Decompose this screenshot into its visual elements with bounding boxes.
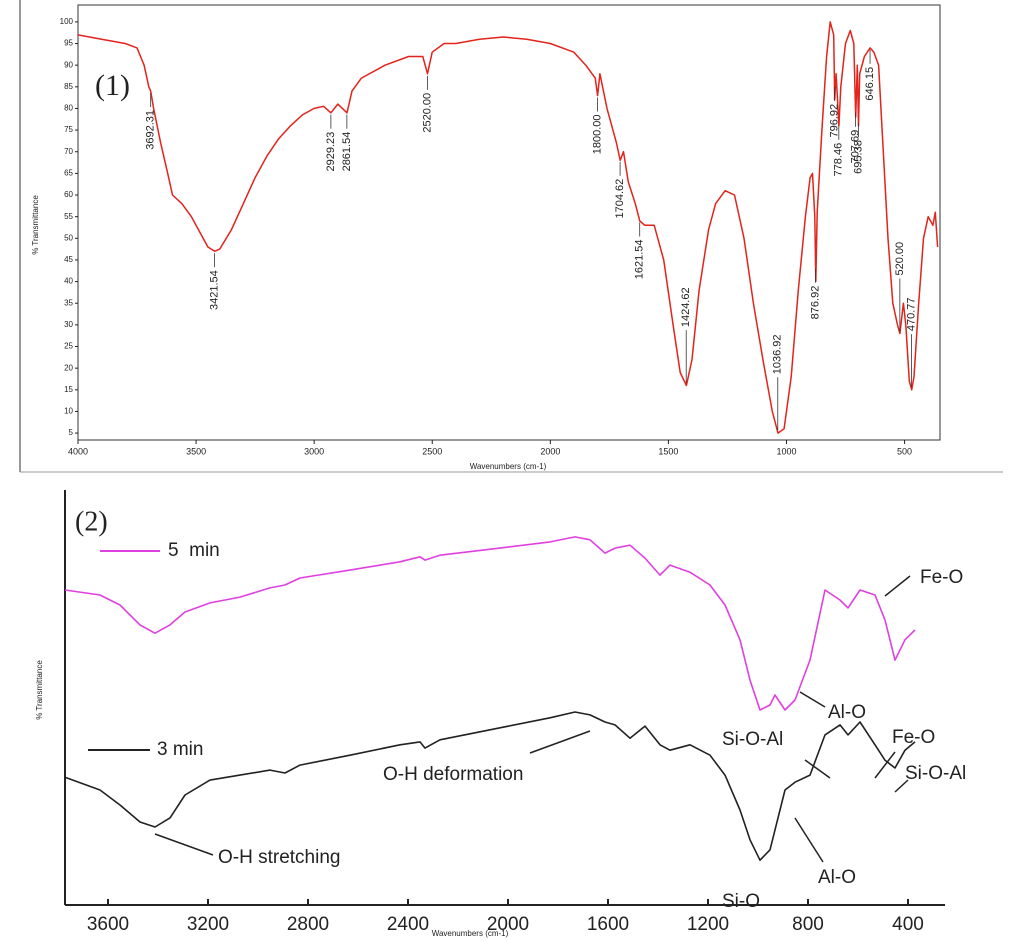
spectrum-line — [77, 21, 939, 434]
y-tick-label: 40 — [64, 277, 73, 286]
peak-label: 1800.00 — [591, 114, 603, 154]
peak-label: 3421.54 — [209, 270, 221, 310]
x-tick-label: 3000 — [304, 446, 324, 456]
x-tick-label: 800 — [792, 914, 824, 935]
y-tick-label: 90 — [64, 60, 73, 69]
y-tick-label: 65 — [64, 168, 73, 177]
x-tick-label: 2000 — [487, 914, 529, 935]
annotation-leader — [154, 833, 214, 856]
annotation-leader — [884, 575, 911, 597]
x-tick-label: 1000 — [776, 446, 796, 456]
peak-label: 1704.62 — [614, 179, 626, 219]
panel-label: (2) — [75, 506, 108, 537]
annotation-leader — [799, 691, 826, 708]
annotation: O-H stretching — [218, 847, 340, 868]
annotation-leader — [894, 779, 909, 793]
y-tick-label: 5 — [69, 428, 74, 437]
annotation: Fe-O — [892, 727, 935, 748]
peak-label: 778.46 — [833, 143, 845, 177]
x-tick-label: 3200 — [187, 914, 229, 935]
plot-frame — [77, 4, 941, 441]
spectrum-line — [64, 536, 916, 711]
x-tick-label: 400 — [892, 914, 924, 935]
peak-label: 1621.54 — [634, 239, 646, 279]
annotation: Fe-O — [920, 567, 963, 588]
y-tick-label: 55 — [64, 212, 73, 221]
x-tick-label: 3600 — [87, 914, 129, 935]
annotation-leader — [874, 751, 896, 779]
y-tick-label: 20 — [64, 363, 73, 372]
y-axis-label: % Transmittance — [35, 660, 44, 720]
y-axis-label: % Transmittance — [31, 195, 40, 255]
x-tick-label: 2000 — [540, 446, 560, 456]
x-tick-label: 4000 — [68, 446, 88, 456]
x-tick-label: 1500 — [658, 446, 678, 456]
x-tick-label: 1600 — [587, 914, 629, 935]
annotation: Si-O — [722, 891, 760, 912]
peak-label: 470.77 — [905, 297, 917, 331]
y-tick-label: 70 — [64, 147, 73, 156]
annotation: O-H deformation — [383, 764, 523, 785]
y-tick-label: 30 — [64, 320, 73, 329]
y-tick-label: 10 — [64, 407, 73, 416]
peak-label: 695.38 — [852, 140, 864, 174]
y-tick-label: 85 — [64, 82, 73, 91]
x-axis-label: Wavenumbers (cm-1) — [432, 929, 509, 938]
y-tick-label: 80 — [64, 104, 73, 113]
x-tick-label: 2400 — [387, 914, 429, 935]
peak-label: 707.69 — [849, 130, 861, 164]
y-tick-label: 60 — [64, 190, 73, 199]
legend-label: 5 min — [168, 540, 220, 561]
y-tick-label: 45 — [64, 255, 73, 264]
peak-label: 2929.23 — [325, 132, 337, 172]
y-tick-label: 75 — [64, 125, 73, 134]
peak-label: 2520.00 — [421, 93, 433, 133]
y-tick-label: 100 — [60, 17, 74, 26]
x-tick-label: 2500 — [422, 446, 442, 456]
x-axis-label: Wavenumbers (cm-1) — [470, 462, 547, 471]
annotation: Si-O-Al — [722, 729, 783, 750]
peak-label: 796.92 — [828, 104, 840, 138]
legend-label: 3 min — [157, 739, 203, 760]
y-tick-label: 35 — [64, 298, 73, 307]
peak-label: 2861.54 — [341, 132, 353, 172]
y-tick-label: 95 — [64, 39, 73, 48]
x-tick-label: 3500 — [186, 446, 206, 456]
annotation-leader — [804, 759, 831, 779]
peak-label: 3692.31 — [145, 110, 157, 150]
annotation-leader — [794, 817, 824, 863]
y-tick-label: 15 — [64, 385, 73, 394]
annotation-leader — [529, 730, 591, 754]
y-tick-label: 25 — [64, 342, 73, 351]
spectrum-line — [64, 711, 916, 861]
panel-label: (1) — [95, 69, 130, 102]
x-tick-label: 500 — [897, 446, 912, 456]
peak-label: 646.15 — [864, 67, 876, 101]
annotation: Si-O-Al — [905, 763, 966, 784]
peak-label: 520.00 — [894, 242, 906, 276]
x-tick-label: 1200 — [687, 914, 729, 935]
peak-label: 1424.62 — [680, 287, 692, 327]
peak-label: 876.92 — [809, 286, 821, 320]
peak-label: 1036.92 — [772, 334, 784, 374]
y-tick-label: 50 — [64, 233, 73, 242]
annotation: Al-O — [828, 702, 866, 723]
x-tick-label: 2800 — [287, 914, 329, 935]
annotation: Al-O — [818, 867, 856, 888]
